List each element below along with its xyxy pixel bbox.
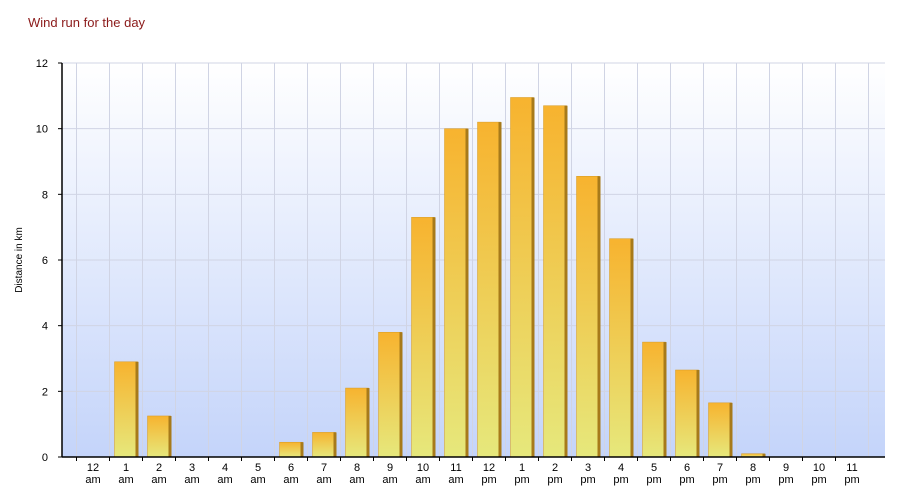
x-tick-label: 6 pm	[679, 462, 694, 486]
bar	[345, 387, 369, 458]
x-tick-label: 8 pm	[745, 462, 760, 486]
bar-group	[543, 105, 568, 458]
bar-side	[465, 128, 469, 457]
bar-group	[147, 415, 172, 458]
x-tick-label: 2 am	[151, 462, 166, 486]
bar-group	[510, 97, 535, 458]
x-tick-label: 2 pm	[547, 462, 562, 486]
bar-group	[312, 432, 337, 458]
x-tick-label: 12 am	[85, 462, 100, 486]
bar-side	[762, 453, 766, 457]
x-tick-label: 6 am	[283, 462, 298, 486]
bar-group	[378, 331, 403, 458]
bar-group	[708, 402, 733, 458]
bar	[114, 361, 138, 458]
bar-group	[477, 121, 502, 458]
bar-group	[345, 387, 370, 458]
y-tick-label: 10	[36, 124, 48, 136]
bar-side	[333, 432, 337, 457]
x-tick-label: 7 pm	[712, 462, 727, 486]
x-tick-label: 11 am	[448, 462, 463, 486]
bar	[543, 105, 567, 458]
y-tick-label: 2	[42, 386, 48, 398]
x-tick-label: 9 am	[382, 462, 397, 486]
bar	[147, 415, 171, 458]
x-tick-label: 3 am	[184, 462, 199, 486]
bar-group	[444, 128, 469, 458]
bar	[312, 432, 336, 458]
bar	[576, 176, 600, 458]
x-tick-label: 12 pm	[481, 462, 496, 486]
bar-side	[498, 122, 502, 457]
x-tick-label: 11 pm	[844, 462, 859, 486]
x-tick-label: 5 pm	[646, 462, 661, 486]
bar-side	[564, 105, 568, 457]
y-tick-label: 6	[42, 255, 48, 267]
bar-side	[399, 332, 403, 457]
bar-group	[114, 361, 139, 458]
bar	[444, 128, 468, 458]
bar-group	[675, 369, 700, 458]
bar-side	[366, 388, 370, 457]
x-tick-label: 4 pm	[613, 462, 628, 486]
bar-side	[432, 217, 436, 457]
bar	[642, 341, 666, 458]
bar	[609, 238, 633, 458]
x-tick-label: 1 pm	[514, 462, 529, 486]
bar	[411, 217, 435, 458]
x-tick-label: 10 pm	[811, 462, 826, 486]
bar-group	[609, 238, 634, 458]
y-axis-label: Distance in km	[14, 227, 25, 293]
bar-side	[531, 97, 535, 457]
y-tick-label: 12	[36, 58, 48, 70]
bar-group	[279, 441, 304, 458]
x-tick-label: 1 am	[118, 462, 133, 486]
x-tick-label: 4 am	[217, 462, 232, 486]
bar	[279, 441, 303, 458]
bar-side	[135, 361, 139, 457]
bar-group	[642, 341, 667, 458]
bar	[477, 121, 501, 458]
x-tick-label: 5 am	[250, 462, 265, 486]
x-tick-label: 7 am	[316, 462, 331, 486]
bar-group	[411, 217, 436, 458]
bar-side	[663, 342, 667, 457]
bar-side	[168, 415, 172, 457]
x-tick-label: 3 pm	[580, 462, 595, 486]
y-tick-label: 0	[42, 452, 48, 464]
chart-title: Wind run for the day	[28, 15, 146, 30]
x-tick-label: 8 am	[349, 462, 364, 486]
bar-side	[729, 402, 733, 457]
x-tick-label: 9 pm	[778, 462, 793, 486]
y-tick-label: 8	[42, 189, 48, 201]
bar	[510, 97, 534, 458]
x-tick-label: 10 am	[415, 462, 430, 486]
bar	[378, 331, 402, 458]
bar-side	[630, 238, 634, 457]
bar-side	[597, 176, 601, 457]
bar	[675, 369, 699, 458]
bar	[708, 402, 732, 458]
bar-group	[576, 176, 601, 458]
y-tick-label: 4	[42, 321, 48, 333]
bar-side	[696, 369, 700, 457]
plot: 0 2 4 6 8 10 12 12 am 1 am 2 am 3 am 4 am 5 am 6 am 7 am 8 am 9 am…	[36, 58, 885, 486]
bar-side	[300, 442, 304, 457]
